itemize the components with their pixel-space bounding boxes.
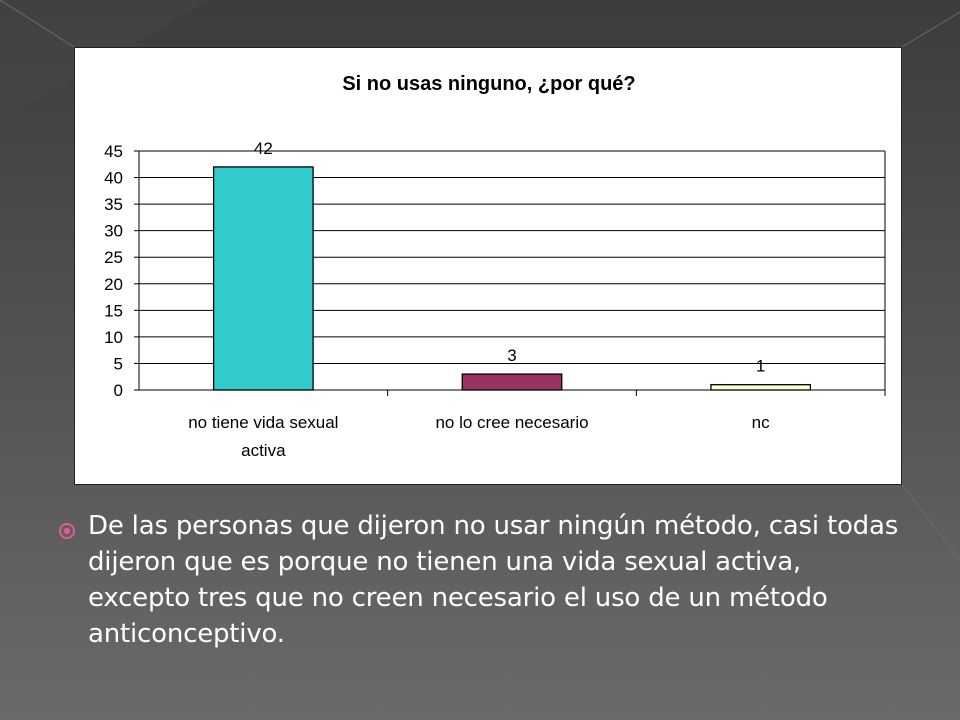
y-axis-ticks: 0 5 10 15 20 25 30 35 40 45 <box>104 142 139 400</box>
chart-container: Si no usas ninguno, ¿por qué? 0 5 10 15 20 25… <box>74 47 902 485</box>
bar <box>212 166 314 391</box>
data-labels: 42 3 1 <box>254 139 766 376</box>
frame-line-top-right <box>901 11 960 48</box>
bar <box>710 384 812 391</box>
bars <box>212 166 812 391</box>
y-tick-label: 45 <box>104 142 123 161</box>
x-category-label: no tiene vida sexual <box>188 413 338 432</box>
target-bullet-icon <box>59 523 75 539</box>
y-tick-label: 30 <box>104 222 123 241</box>
x-axis-categories: no tiene vida sexual activa no lo cree nec… <box>188 413 770 460</box>
y-tick-label: 35 <box>104 195 123 214</box>
y-tick-label: 20 <box>104 275 123 294</box>
data-label: 3 <box>507 346 516 365</box>
frame-line-top-left <box>0 0 75 48</box>
axes <box>138 151 886 396</box>
y-tick-label: 25 <box>104 248 123 267</box>
y-tick-label: 15 <box>104 301 123 320</box>
x-category-label: activa <box>241 441 286 460</box>
bullet-point: De las personas que dijeron no usar ning… <box>52 508 912 652</box>
data-label: 1 <box>756 357 765 376</box>
y-tick-label: 10 <box>104 328 123 347</box>
bullet-text: De las personas que dijeron no usar ning… <box>88 511 899 649</box>
data-label: 42 <box>254 139 273 158</box>
frame-line-bottom-right <box>901 484 960 561</box>
bar <box>461 373 563 391</box>
x-category-label: nc <box>752 413 770 432</box>
y-tick-label: 40 <box>104 169 123 188</box>
bar-chart: Si no usas ninguno, ¿por qué? 0 5 10 15 20 25… <box>104 73 886 460</box>
x-category-label: no lo cree necesario <box>435 413 588 432</box>
y-tick-label: 0 <box>114 381 123 400</box>
chart-title: Si no usas ninguno, ¿por qué? <box>342 73 635 95</box>
y-tick-label: 5 <box>114 354 123 373</box>
